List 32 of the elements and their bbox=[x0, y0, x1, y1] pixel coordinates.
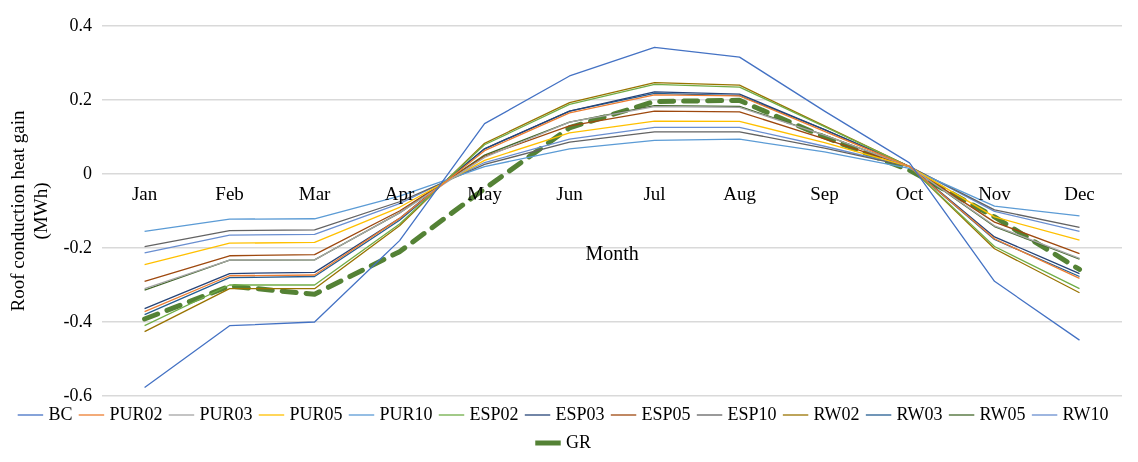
legend-label: PUR10 bbox=[379, 403, 433, 424]
legend-label: ESP10 bbox=[727, 403, 777, 424]
y-tick-label: 0 bbox=[83, 162, 93, 183]
x-tick-label: Feb bbox=[215, 183, 244, 205]
y-tick-label: -0.6 bbox=[63, 384, 93, 405]
legend-label: ESP03 bbox=[555, 403, 605, 424]
x-tick-label: Sep bbox=[810, 183, 839, 205]
x-tick-label: Jun bbox=[556, 183, 584, 205]
legend-label: PUR03 bbox=[199, 403, 253, 424]
legend-label: ESP05 bbox=[641, 403, 691, 424]
y-tick-label: 0.4 bbox=[69, 14, 93, 35]
legend-label: ESP02 bbox=[469, 403, 519, 424]
x-tick-label: Dec bbox=[1064, 183, 1095, 205]
x-tick-label: Mar bbox=[298, 183, 332, 205]
x-axis-title: Month bbox=[585, 241, 639, 264]
x-tick-label: Jul bbox=[643, 183, 666, 205]
legend-label: BC bbox=[48, 403, 73, 424]
legend-label: RW10 bbox=[1062, 403, 1109, 424]
legend-label: RW03 bbox=[896, 403, 943, 424]
y-tick-label: 0.2 bbox=[69, 88, 93, 109]
y-axis-title: Roof conduction heat gain (MWh) bbox=[7, 109, 53, 312]
legend-label: PUR05 bbox=[289, 403, 343, 424]
legend-label: RW02 bbox=[813, 403, 860, 424]
x-tick-label: Oct bbox=[895, 183, 924, 205]
legend-label: PUR02 bbox=[109, 403, 163, 424]
y-tick-label: -0.4 bbox=[63, 310, 93, 331]
x-tick-label: Aug bbox=[723, 183, 757, 205]
legend-label: GR bbox=[566, 431, 592, 452]
x-tick-label: Jan bbox=[131, 183, 158, 205]
legend-label: RW05 bbox=[979, 403, 1026, 424]
x-tick-label: Nov bbox=[978, 183, 1012, 205]
y-tick-label: -0.2 bbox=[63, 236, 93, 257]
